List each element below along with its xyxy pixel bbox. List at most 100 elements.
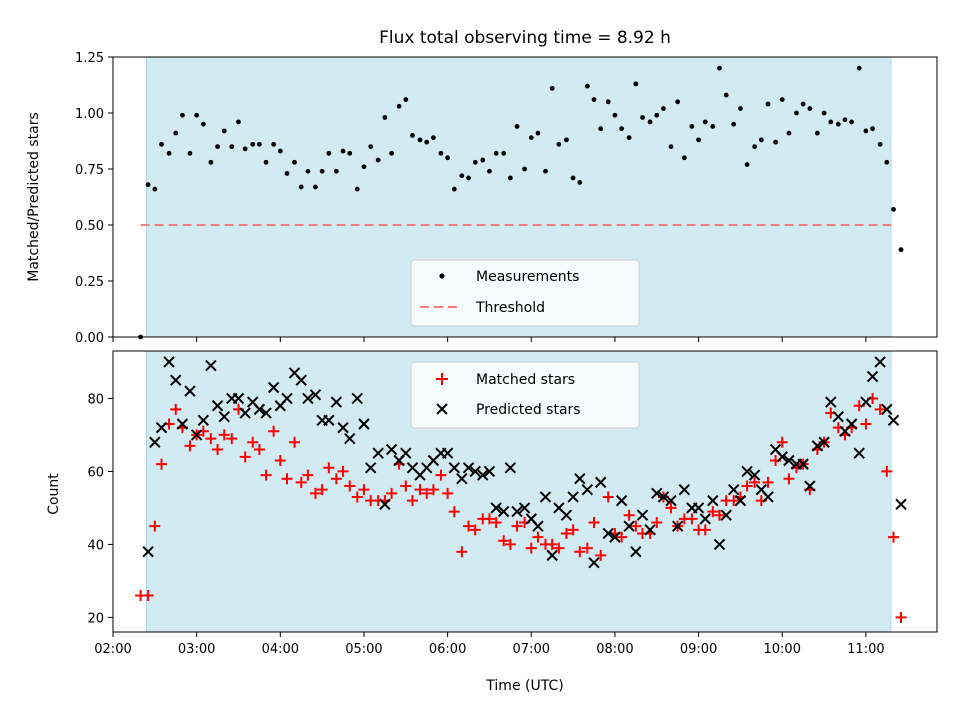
matched-star-point: [560, 527, 572, 539]
measurement-point: [347, 150, 353, 156]
bottom-y-ticks: 20 40 60 80: [87, 392, 113, 626]
predicted-star-point: [636, 509, 649, 521]
measurement-point: [445, 155, 451, 161]
predicted-star-point: [845, 418, 858, 430]
measurement-point: [591, 97, 597, 102]
predicted-star-point: [364, 462, 377, 474]
measurement-point: [200, 121, 206, 127]
predicted-stars-series: [142, 356, 907, 569]
predicted-star-point: [267, 381, 280, 394]
measurement-point: [166, 150, 172, 156]
predicted-star-point: [825, 396, 837, 408]
matched-star-point: [351, 491, 363, 503]
matched-star-point: [281, 473, 293, 485]
matched-star-point: [525, 542, 537, 554]
measurement-point: [396, 103, 402, 109]
predicted-star-point: [860, 396, 872, 408]
matched-star-point: [595, 549, 607, 561]
matched-star-point: [574, 546, 586, 558]
measurement-point: [654, 112, 660, 118]
measurement-point: [236, 119, 241, 125]
measurement-point: [430, 135, 436, 141]
predicted-star-point: [539, 491, 552, 503]
predicted-star-point: [560, 509, 573, 521]
measurement-point: [731, 121, 737, 127]
predicted-star-point: [818, 436, 830, 448]
predicted-star-point: [707, 494, 719, 507]
measurement-point: [577, 180, 583, 185]
matched-star-point: [330, 473, 342, 485]
measurement-point: [382, 115, 388, 120]
matched-star-point: [212, 444, 224, 456]
measurement-point: [723, 92, 729, 98]
predicted-star-point: [762, 491, 774, 503]
matched-star-point: [427, 484, 439, 496]
measurement-point: [507, 175, 513, 181]
measurement-point: [633, 81, 639, 87]
matched-star-point: [274, 454, 286, 466]
legend-threshold-label: Threshold: [475, 300, 545, 316]
measurement-point: [773, 139, 778, 145]
matched-star-point: [874, 403, 886, 415]
matched-star-point: [406, 495, 418, 507]
predicted-star-point: [302, 392, 314, 405]
matched-star-point: [260, 469, 272, 481]
measurement-point: [284, 171, 290, 176]
measurement-point: [173, 130, 179, 136]
x-tick-label: 10:00: [764, 642, 801, 657]
x-tick-label: 09:00: [680, 642, 717, 657]
matched-star-point: [205, 433, 217, 445]
measurement-point: [152, 186, 158, 192]
x-tick-label: 04:00: [262, 642, 299, 657]
measurement-point: [877, 141, 883, 147]
predicted-star-point: [728, 483, 740, 496]
predicted-star-point: [874, 356, 886, 368]
predicted-star-point: [574, 473, 586, 485]
measurement-point: [814, 130, 820, 136]
measurement-point: [487, 168, 492, 174]
matched-star-point: [442, 487, 454, 499]
predicted-star-point: [832, 410, 844, 423]
predicted-star-point: [497, 505, 510, 518]
top-y-tick-label: 1.00: [75, 107, 104, 122]
matched-star-point: [783, 473, 795, 485]
matched-star-point: [239, 451, 251, 463]
predicted-star-point: [176, 418, 189, 430]
measurement-point: [870, 126, 875, 132]
measurement-point: [480, 157, 486, 163]
measurement-point: [717, 65, 722, 71]
legend-measurements-label: Measurements: [476, 269, 579, 285]
measurement-point: [570, 175, 576, 181]
measurement-point: [605, 99, 611, 105]
predicted-star-point: [797, 458, 809, 470]
matched-star-point: [728, 495, 740, 507]
matched-star-point: [707, 506, 719, 518]
predicted-star-point: [692, 502, 705, 514]
measurement-point: [472, 159, 478, 165]
measurement-point: [417, 137, 423, 143]
matched-star-point: [323, 462, 335, 474]
predicted-star-point: [881, 403, 893, 416]
predicted-star-point: [448, 462, 461, 474]
matched-star-point: [337, 465, 349, 477]
predicted-star-point: [741, 465, 753, 478]
top-y-tick-label: 0.25: [75, 275, 104, 290]
top-y-tick-label: 1.25: [75, 51, 104, 66]
measurement-point: [256, 141, 262, 147]
measurement-point: [187, 150, 193, 156]
measurement-point: [863, 128, 869, 134]
measurement-point: [779, 97, 785, 102]
matched-star-point: [623, 509, 635, 521]
predicted-star-point: [657, 491, 670, 503]
predicted-star-point: [671, 520, 684, 532]
measurement-point: [403, 97, 409, 102]
predicted-star-point: [281, 392, 293, 405]
measurement-point: [389, 150, 394, 156]
measurement-point: [689, 124, 695, 129]
measurement-point: [375, 157, 381, 163]
matched-star-point: [630, 520, 642, 532]
predicted-star-point: [163, 356, 175, 368]
measurement-point: [340, 148, 346, 154]
measurement-point: [619, 126, 625, 132]
matched-star-point: [602, 491, 614, 503]
